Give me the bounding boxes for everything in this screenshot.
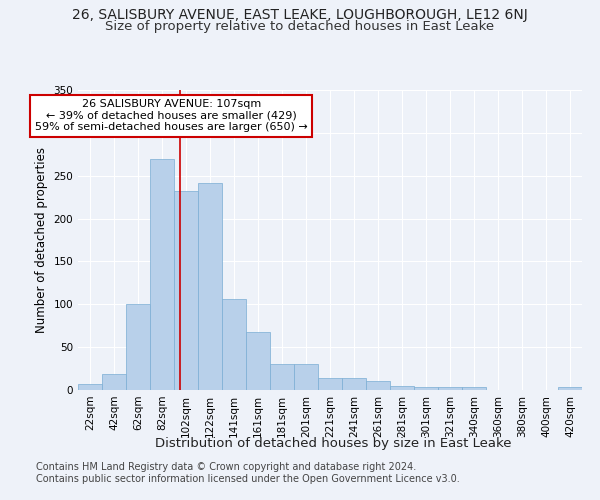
Bar bbox=[342, 378, 366, 390]
Bar bbox=[462, 388, 486, 390]
Bar bbox=[78, 384, 102, 390]
Text: Contains public sector information licensed under the Open Government Licence v3: Contains public sector information licen… bbox=[36, 474, 460, 484]
Text: 26, SALISBURY AVENUE, EAST LEAKE, LOUGHBOROUGH, LE12 6NJ: 26, SALISBURY AVENUE, EAST LEAKE, LOUGHB… bbox=[72, 8, 528, 22]
Text: Distribution of detached houses by size in East Leake: Distribution of detached houses by size … bbox=[155, 438, 511, 450]
Text: Size of property relative to detached houses in East Leake: Size of property relative to detached ho… bbox=[106, 20, 494, 33]
Bar bbox=[270, 364, 294, 390]
Y-axis label: Number of detached properties: Number of detached properties bbox=[35, 147, 48, 333]
Bar bbox=[438, 386, 462, 390]
Bar bbox=[150, 158, 174, 390]
Text: 26 SALISBURY AVENUE: 107sqm
← 39% of detached houses are smaller (429)
59% of se: 26 SALISBURY AVENUE: 107sqm ← 39% of det… bbox=[35, 99, 308, 132]
Bar bbox=[294, 364, 318, 390]
Bar bbox=[222, 299, 246, 390]
Bar bbox=[126, 304, 150, 390]
Bar bbox=[198, 184, 222, 390]
Bar bbox=[174, 191, 198, 390]
Bar bbox=[246, 332, 270, 390]
Bar bbox=[414, 386, 438, 390]
Bar bbox=[366, 382, 390, 390]
Bar bbox=[318, 378, 342, 390]
Bar bbox=[558, 388, 582, 390]
Bar bbox=[390, 386, 414, 390]
Bar bbox=[102, 374, 126, 390]
Text: Contains HM Land Registry data © Crown copyright and database right 2024.: Contains HM Land Registry data © Crown c… bbox=[36, 462, 416, 472]
